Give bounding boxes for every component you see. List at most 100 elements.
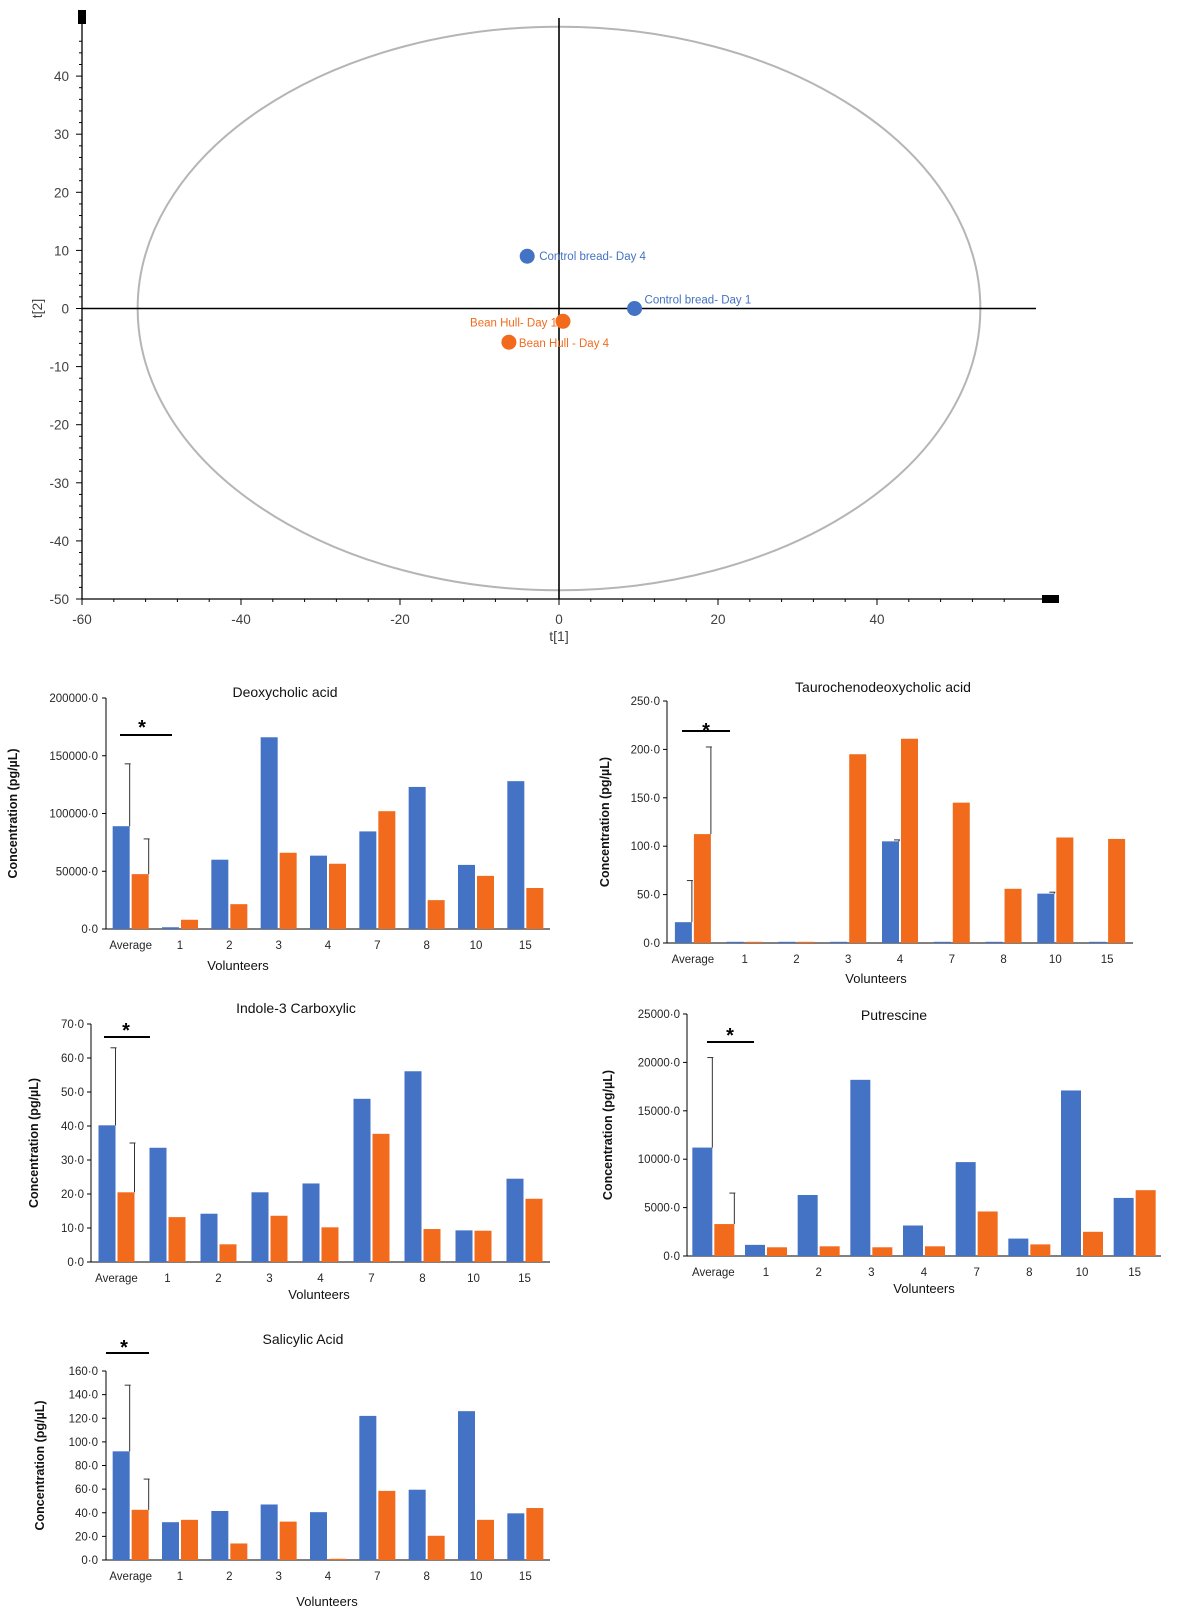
point-label: Bean Hull - Day 4 — [519, 338, 610, 350]
bar-category-label: 10 — [470, 940, 483, 952]
bar-category-label: 15 — [1101, 954, 1114, 966]
control-bread-bar — [98, 1125, 116, 1262]
x-tick-label: 0 — [555, 612, 563, 627]
control-bread-bar — [310, 1512, 327, 1560]
bar-category-label: 2 — [815, 1267, 821, 1279]
bar-category-label: 15 — [519, 940, 532, 952]
control-bread-bar — [797, 1195, 818, 1256]
control-bread-bar — [260, 737, 278, 929]
control-bread-bar — [1061, 1090, 1081, 1256]
bar-chart-4: 25000·0 20000·0 15000·0 10000·0 5000·0 0·0 Ave… — [601, 1007, 1161, 1296]
bar-chart-title: Taurochenodeoxycholic acid — [795, 679, 971, 695]
control-bread-bar — [408, 1489, 426, 1560]
bar-x-axis-title: Volunteers — [288, 1287, 350, 1302]
control-bread-bar — [149, 1147, 167, 1262]
bar-chart-title: Salicylic Acid — [263, 1331, 344, 1347]
control-bread-bar — [778, 941, 796, 943]
bar-y-tick-label: 20000·0 — [638, 1057, 680, 1069]
bar-category-label: 4 — [897, 954, 904, 966]
bar-y-tick-label: 0·0 — [643, 938, 660, 950]
x-tick-label: -20 — [390, 612, 410, 627]
bar-category-label: 15 — [518, 1273, 531, 1285]
y-tick-label: -20 — [49, 418, 69, 433]
bar-category-label: 1 — [164, 1273, 170, 1285]
bar-category-label: 2 — [226, 940, 232, 952]
bar-category-label: 4 — [325, 940, 332, 952]
bar-y-tick-label: 50000·0 — [56, 866, 98, 878]
bean-hull-bar — [427, 900, 445, 929]
bean-hull-bar — [1056, 837, 1074, 943]
bar-category-label: Average — [692, 1267, 735, 1279]
control-bread-bar — [692, 1147, 713, 1256]
control-bread-bar — [933, 941, 951, 943]
bar-y-tick-label: 40·0 — [75, 1508, 98, 1520]
x-scroll-handle — [1042, 595, 1059, 603]
bar-y-tick-label: 50·0 — [61, 1087, 84, 1099]
bar-y-tick-label: 0·0 — [663, 1251, 680, 1263]
score-point — [555, 313, 571, 329]
bar-category-label: 1 — [177, 940, 183, 952]
bar-category-label: 8 — [1000, 954, 1006, 966]
x-tick-label: -40 — [231, 612, 251, 627]
bar-y-tick-label: 50·0 — [637, 890, 660, 902]
bean-hull-bar — [1004, 888, 1022, 943]
y-tick-label: 0 — [61, 302, 69, 317]
bar-y-tick-label: 250·0 — [631, 696, 660, 708]
bar-y-tick-label: 5000·0 — [644, 1203, 680, 1215]
bar-category-label: 4 — [325, 1571, 332, 1583]
bar-category-label: 1 — [763, 1267, 769, 1279]
significance-star: * — [702, 720, 710, 742]
control-bread-bar — [850, 1079, 871, 1256]
bar-y-axis-title: Concentration (pg/µL) — [598, 757, 612, 887]
control-bread-bar — [162, 1522, 179, 1560]
bar-category-label: 4 — [317, 1273, 324, 1285]
bar-category-label: 8 — [423, 1571, 429, 1583]
bar-category-label: 1 — [741, 954, 747, 966]
y-scroll-handle — [78, 10, 86, 24]
y-tick-label: 10 — [54, 243, 69, 258]
control-bread-bar — [1089, 941, 1107, 943]
control-bread-bar — [903, 1225, 923, 1256]
control-bread-bar — [726, 941, 744, 943]
control-bread-bar — [162, 927, 179, 929]
bar-chart-3: 70·0 60·0 50·0 40·0 30·0 20·0 10·0 0·0 Average 1 2… — [27, 1000, 550, 1302]
control-bread-bar — [359, 1415, 377, 1560]
bar-y-tick-label: 10000·0 — [638, 1154, 680, 1166]
y-axis-title: t[2] — [29, 299, 45, 318]
bar-y-tick-label: 0·0 — [67, 1257, 84, 1269]
bar-y-tick-label: 120·0 — [69, 1413, 98, 1425]
bar-y-tick-label: 200·0 — [631, 744, 660, 756]
bar-chart-title: Putrescine — [861, 1007, 927, 1023]
y-tick-label: 30 — [54, 127, 69, 142]
bean-hull-bar — [1083, 1231, 1103, 1256]
bar-category-label: 15 — [1128, 1267, 1141, 1279]
bar-category-label: 8 — [423, 940, 429, 952]
bean-hull-bar — [329, 1558, 346, 1560]
bar-y-tick-label: 160·0 — [69, 1366, 98, 1378]
control-bread-bar — [830, 941, 848, 943]
bar-category-label: 3 — [275, 940, 281, 952]
bar-category-label: 3 — [845, 954, 851, 966]
bean-hull-bar — [925, 1246, 945, 1256]
bean-hull-bar — [378, 811, 396, 929]
bean-hull-bar — [270, 1215, 288, 1262]
score-point — [519, 248, 535, 264]
bar-chart-5: 160·0 140·0 120·0 100·0 80·0 60·0 40·0 20·0 0·0 A… — [33, 1331, 550, 1609]
control-bread-bar — [882, 841, 899, 943]
bar-category-label: 8 — [1026, 1267, 1032, 1279]
point-label: Control bread- Day 1 — [645, 295, 752, 307]
bean-hull-bar — [477, 1519, 494, 1560]
bean-hull-bar — [901, 738, 918, 943]
bar-y-tick-label: 40·0 — [61, 1121, 84, 1133]
bar-category-label: 15 — [519, 1571, 532, 1583]
bean-hull-bar — [131, 874, 149, 929]
score-plot: 40 30 20 10 0 -10 -20 -30 -40 -50-60 -40 -20 0 20 40 t[… — [29, 10, 1059, 644]
bean-hull-bar — [525, 1198, 543, 1262]
bar-y-tick-label: 20·0 — [75, 1531, 98, 1543]
bar-y-tick-label: 15000·0 — [638, 1106, 680, 1118]
y-tick-label: -30 — [49, 476, 69, 491]
control-bread-bar — [408, 786, 426, 929]
bean-hull-bar — [181, 1519, 198, 1560]
bar-category-label: 7 — [368, 1273, 374, 1285]
x-axis-title: t[1] — [549, 628, 568, 644]
